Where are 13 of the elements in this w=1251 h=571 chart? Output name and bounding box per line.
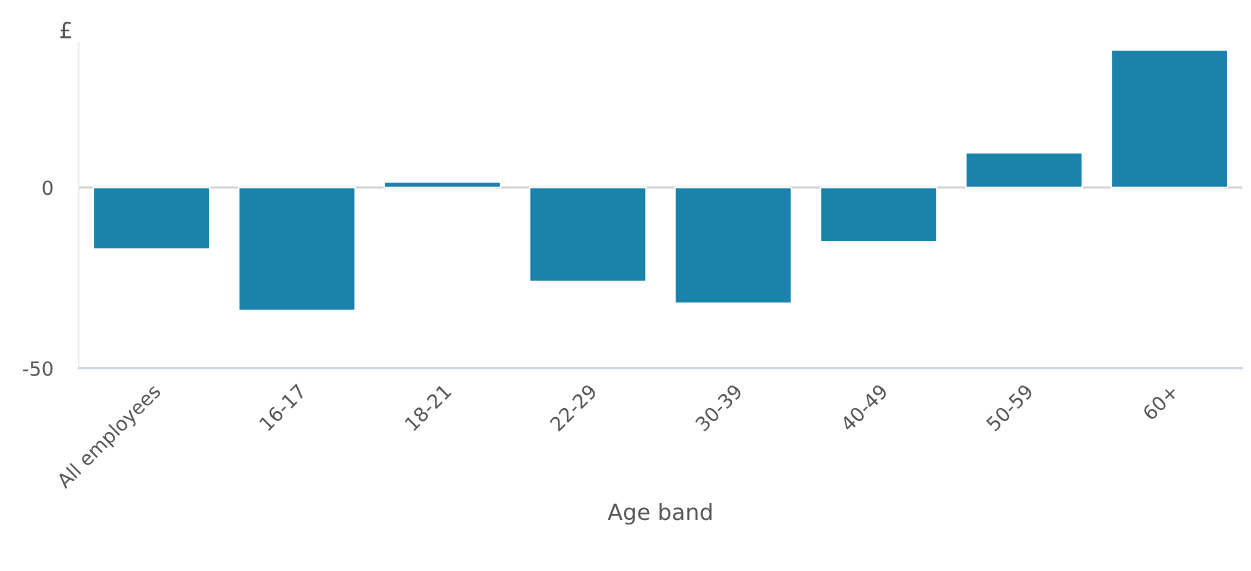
y-tick-label: 0 — [42, 180, 53, 196]
bar — [1110, 49, 1229, 189]
bar — [92, 186, 211, 250]
bar — [383, 181, 502, 189]
bar — [674, 186, 793, 304]
bar — [238, 186, 356, 312]
x-tick-label: 60+ — [1141, 383, 1179, 421]
y-tick-label: -50 — [23, 361, 53, 376]
bar — [819, 186, 938, 243]
bar — [528, 186, 647, 283]
y-axis-title: £ — [60, 21, 72, 39]
bar — [965, 152, 1083, 189]
x-axis-title: Age band — [607, 503, 712, 525]
